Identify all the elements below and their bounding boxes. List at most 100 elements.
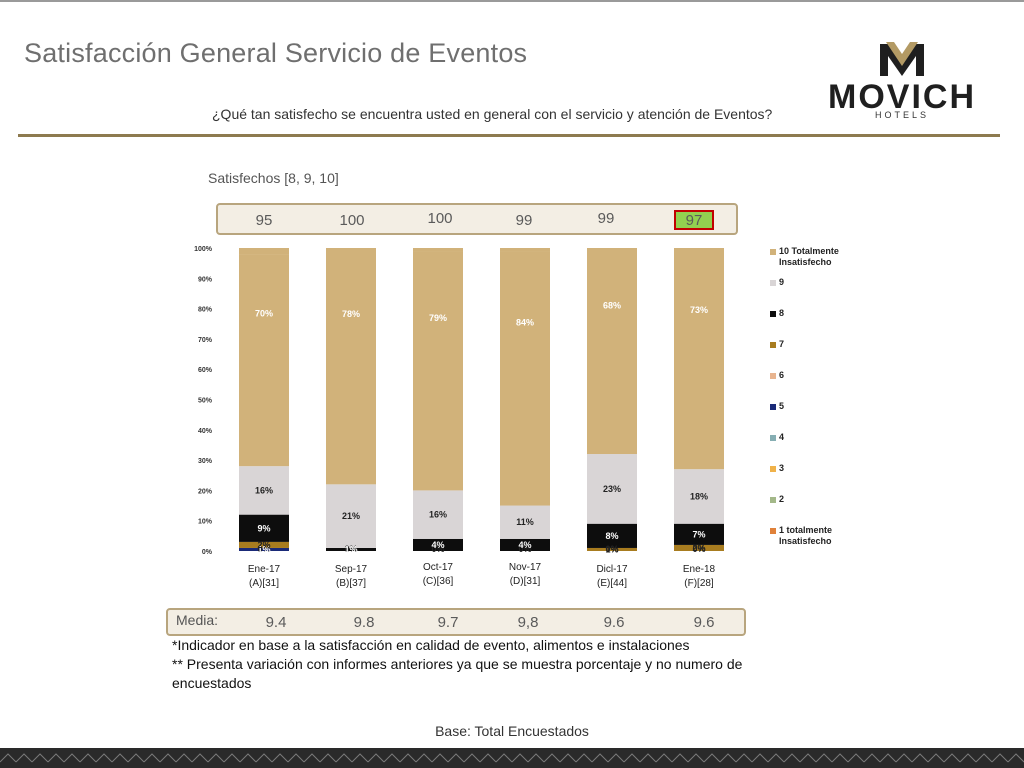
legend-swatch xyxy=(770,466,776,472)
legend-swatch xyxy=(770,497,776,503)
x-category-label: Sep-17 xyxy=(335,564,368,575)
bar-segment xyxy=(239,514,289,542)
data-label: 23% xyxy=(603,484,621,494)
data-label: 2% xyxy=(257,540,270,550)
y-tick-label: 90% xyxy=(198,276,213,283)
data-label: 78% xyxy=(342,309,360,319)
y-tick-label: 10% xyxy=(198,519,213,526)
bar-segment xyxy=(500,538,550,551)
y-tick-label: 40% xyxy=(198,428,213,435)
data-label: 73% xyxy=(690,305,708,315)
bar-segment xyxy=(326,248,376,485)
data-label: 1% xyxy=(344,544,357,554)
survey-question: ¿Qué tan satisfecho se encuentra usted e… xyxy=(212,106,773,122)
bar-segment xyxy=(239,466,289,515)
data-label: 0% xyxy=(692,544,705,554)
satisfied-value: 97 xyxy=(685,212,703,229)
x-category-label: Ene-18 xyxy=(683,564,716,575)
data-label: 21% xyxy=(342,511,360,521)
legend-swatch xyxy=(770,435,776,441)
data-label: 1% xyxy=(605,544,618,554)
bar-segment xyxy=(326,547,376,551)
data-label: 4% xyxy=(431,540,444,550)
bar-segment xyxy=(500,251,550,506)
bar-segment xyxy=(413,251,463,491)
bar-segment xyxy=(674,469,724,524)
legend-label: 2 xyxy=(779,494,785,504)
base-note: Base: Total Encuestados xyxy=(435,723,589,739)
bar-segment xyxy=(239,248,289,255)
data-label: 0% xyxy=(518,544,531,554)
y-tick-label: 70% xyxy=(198,337,213,344)
header-divider xyxy=(18,134,1000,137)
y-tick-label: 30% xyxy=(198,458,213,465)
x-category-label: Ene-17 xyxy=(248,564,281,575)
media-banner xyxy=(166,608,746,636)
bar-segment xyxy=(326,484,376,548)
data-label: 68% xyxy=(603,301,621,311)
y-tick-label: 100% xyxy=(194,246,213,253)
satisfied-banner xyxy=(216,203,738,235)
data-label: 16% xyxy=(255,485,273,495)
y-tick-label: 0% xyxy=(202,549,213,556)
x-category-label: (E)[44] xyxy=(597,578,627,589)
legend-label: 5 xyxy=(779,401,785,411)
data-label: 18% xyxy=(690,491,708,501)
satisfied-value: 95 xyxy=(255,212,273,229)
footer-pattern xyxy=(0,748,1024,768)
data-label: 9% xyxy=(257,523,270,533)
logo-wordmark: MOVICH xyxy=(828,78,976,116)
top-rule xyxy=(0,0,1024,2)
satisfied-value: 99 xyxy=(515,212,533,229)
data-label: 0% xyxy=(344,544,357,554)
media-value: 9.7 xyxy=(437,614,459,631)
data-label: 8% xyxy=(605,531,618,541)
legend-swatch xyxy=(770,528,776,534)
media-value: 9,8 xyxy=(517,614,539,631)
y-tick-label: 20% xyxy=(198,488,213,495)
legend-label: 9 xyxy=(779,277,785,287)
bar-segment xyxy=(587,454,637,524)
bar-segment xyxy=(674,544,724,551)
bar-segment xyxy=(674,523,724,545)
logo-subtitle: HOTELS xyxy=(874,110,929,120)
media-value: 9.4 xyxy=(265,614,287,631)
satisfied-value: 99 xyxy=(597,210,615,227)
data-label: 7% xyxy=(692,529,705,539)
media-label: Media: xyxy=(176,612,219,628)
data-label: 4% xyxy=(518,540,531,550)
y-tick-label: 80% xyxy=(198,307,213,314)
x-category-label: (B)[37] xyxy=(336,578,366,589)
legend-swatch xyxy=(770,342,776,348)
x-category-label: (D)[31] xyxy=(510,576,541,587)
bar-segment xyxy=(500,248,550,252)
legend-label: 6 xyxy=(779,370,785,380)
legend-swatch xyxy=(770,249,776,255)
footnote: ** Presenta variación con informes anter… xyxy=(172,656,743,691)
footnote: *Indicador en base a la satisfacción en … xyxy=(172,637,690,653)
data-label: 0% xyxy=(257,544,270,554)
data-label: 70% xyxy=(255,308,273,318)
bar-segment xyxy=(239,547,289,551)
data-label: 16% xyxy=(429,510,447,520)
legend-swatch xyxy=(770,373,776,379)
data-label: 0% xyxy=(605,544,618,554)
x-category-label: (C)[36] xyxy=(423,576,454,587)
satisfied-value: 100 xyxy=(339,212,365,229)
x-category-label: Dicl-17 xyxy=(596,564,628,575)
bar-segment xyxy=(413,248,463,252)
legend-label: 8 xyxy=(779,308,785,318)
data-label: 79% xyxy=(429,313,447,323)
legend-label: 4 xyxy=(779,432,785,442)
data-label: 1% xyxy=(257,544,270,554)
legend-label: 3 xyxy=(779,463,785,473)
legend-label: 1 totalmente Insatisfecho xyxy=(779,525,833,546)
data-label: 84% xyxy=(516,317,534,327)
media-value: 9.6 xyxy=(693,614,715,631)
x-category-label: Oct-17 xyxy=(423,562,453,573)
legend-label: 10 Totalmente Insatisfecho xyxy=(779,246,839,267)
y-tick-label: 50% xyxy=(198,398,213,405)
data-label: 2% xyxy=(692,543,705,553)
bar-segment xyxy=(587,523,637,548)
